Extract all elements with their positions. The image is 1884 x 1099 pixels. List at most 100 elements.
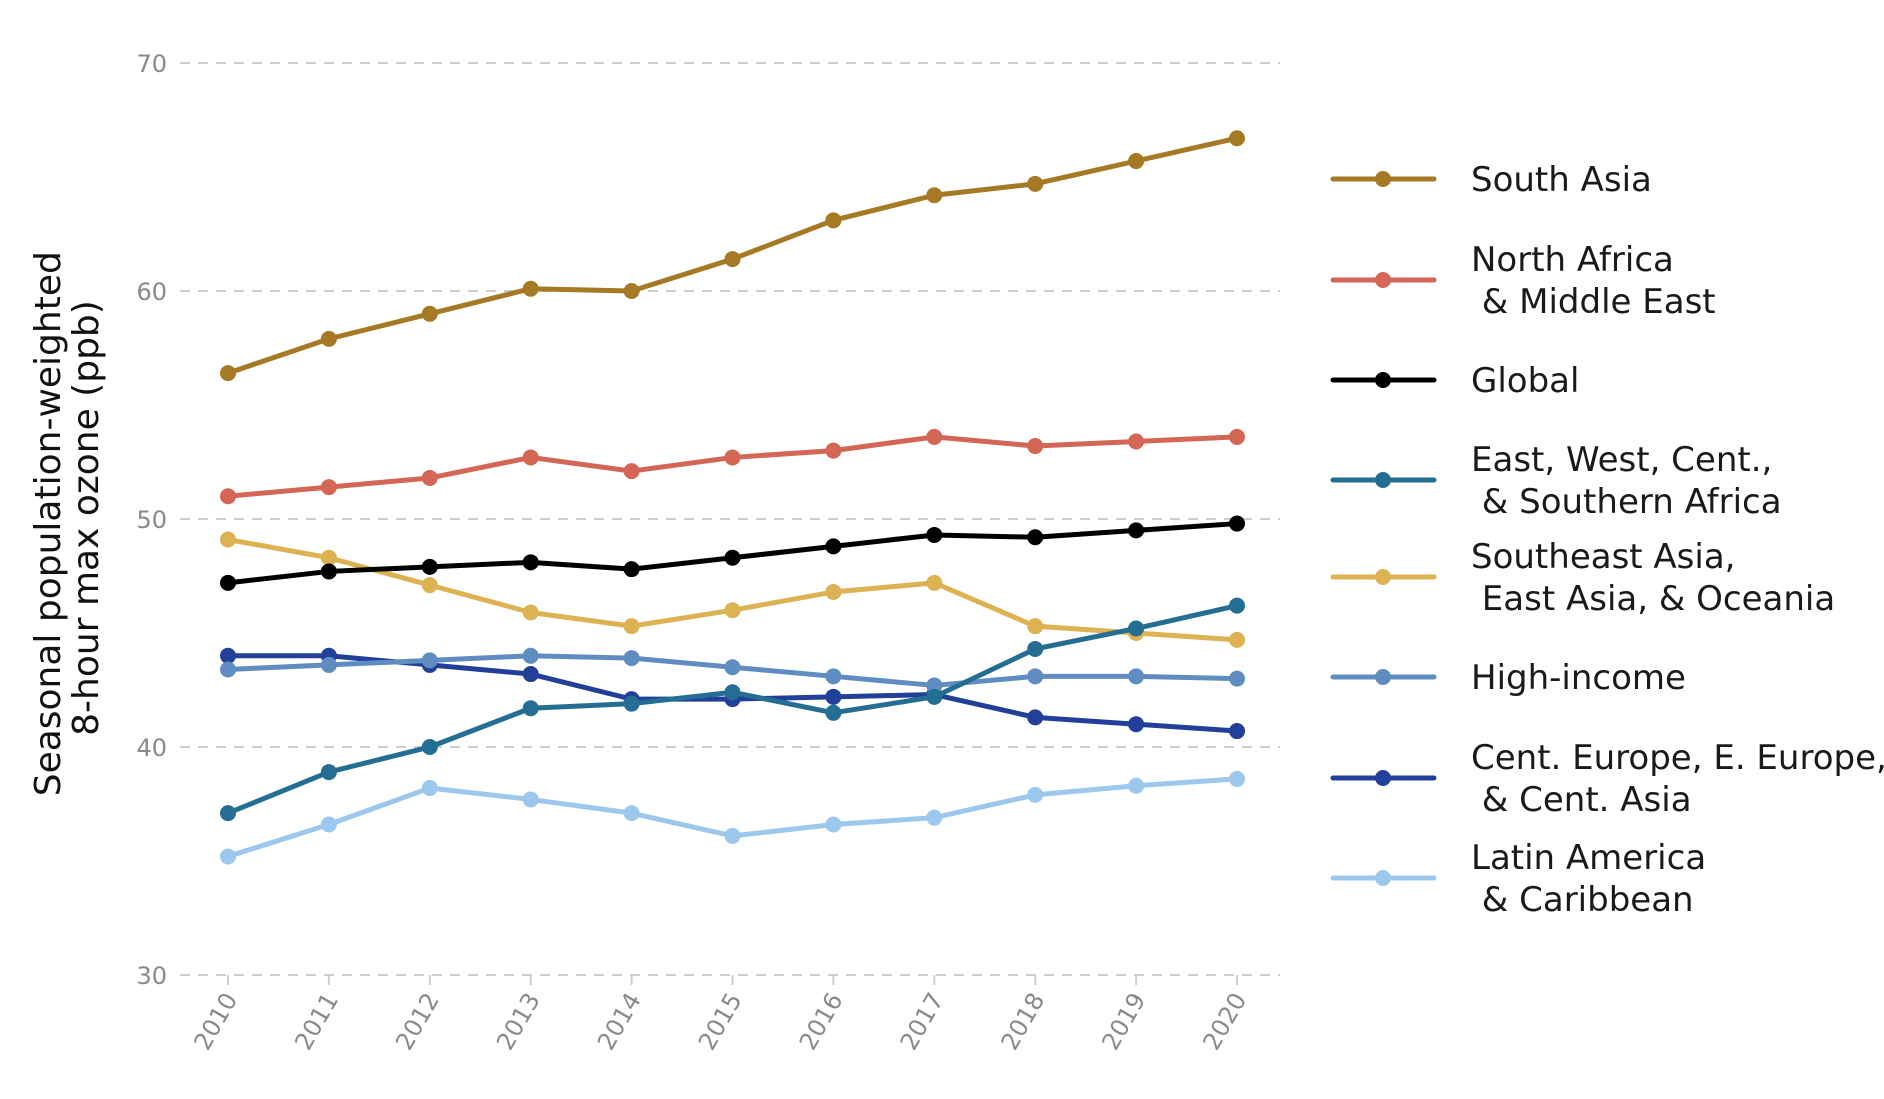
data-point-north-africa-middle-east-2019: [1128, 433, 1145, 450]
data-point-southeast-asia-east-asia-oceania-2020: [1229, 631, 1245, 648]
data-point-south-asia-2013: [522, 280, 539, 297]
y-axis-label-line-1: Seasonal population-weighted: [28, 251, 69, 796]
x-tick-label-2019: 2019: [1097, 988, 1152, 1055]
x-tick-label-2013: 2013: [491, 988, 546, 1055]
data-point-south-asia-2012: [421, 305, 438, 322]
legend-label-cent-europe-e-europe-cent-asia: Cent. Europe, E. Europe, & Cent. Asia: [1471, 738, 1884, 820]
y-tick-label-40: 40: [136, 734, 167, 762]
legend: South Asia North Africa & Middle East Glob…: [1330, 160, 1884, 920]
data-point-east-west-cent-southern-africa-2016: [825, 704, 842, 721]
data-point-north-africa-middle-east-2018: [1027, 438, 1044, 455]
series-line-latin-america-caribbean: [225, 776, 1240, 859]
data-point-cent-europe-e-europe-cent-asia-2013: [522, 666, 539, 683]
y-tick-label-50: 50: [136, 506, 167, 534]
x-tick-label-2015: 2015: [693, 988, 748, 1055]
data-point-southeast-asia-east-asia-oceania-2017: [926, 574, 943, 591]
y-axis-ticks: 30 40 50 60 70: [136, 50, 167, 990]
series-east-west-cent-southern-africa: [220, 597, 1245, 822]
data-point-latin-america-caribbean-2015: [724, 827, 741, 844]
data-point-southeast-asia-east-asia-oceania-2010: [220, 531, 236, 548]
series-global: [220, 515, 1245, 591]
data-point-south-asia-2016: [825, 212, 842, 229]
data-point-high-income-2015: [724, 659, 741, 676]
data-point-latin-america-caribbean-2013: [522, 791, 539, 808]
data-point-south-asia-2011: [320, 330, 337, 347]
data-point-cent-europe-e-europe-cent-asia-2018: [1027, 709, 1044, 726]
x-tick-label-2017: 2017: [895, 988, 950, 1055]
data-point-global-2011: [320, 563, 337, 580]
y-axis-label-line-2: 8-hour max ozone (ppb): [66, 300, 107, 736]
x-tick-label-2018: 2018: [996, 988, 1051, 1055]
data-point-global-2014: [623, 561, 640, 578]
legend-swatch-dot-east-west-cent-southern-africa: [1375, 472, 1391, 488]
data-point-high-income-2020: [1229, 670, 1245, 687]
data-point-southeast-asia-east-asia-oceania-2013: [522, 604, 539, 621]
data-point-high-income-2017: [926, 677, 943, 694]
legend-swatch-dot-latin-america-caribbean: [1375, 870, 1391, 886]
data-point-high-income-2016: [825, 668, 842, 685]
data-point-south-asia-2015: [724, 251, 741, 268]
data-point-north-africa-middle-east-2013: [522, 449, 539, 466]
data-point-east-west-cent-southern-africa-2015: [724, 684, 741, 701]
data-point-north-africa-middle-east-2011: [320, 479, 337, 496]
data-point-north-africa-middle-east-2012: [421, 469, 438, 486]
legend-item-east-west-cent-southern-africa: East, West, Cent., & Southern Africa: [1330, 440, 1782, 522]
legend-label-global: Global: [1471, 361, 1579, 401]
legend-label-line: North Africa: [1471, 240, 1674, 280]
data-point-high-income-2019: [1128, 668, 1145, 685]
data-point-latin-america-caribbean-2011: [320, 816, 337, 833]
x-tick-label-2014: 2014: [592, 988, 647, 1055]
data-point-latin-america-caribbean-2016: [825, 816, 842, 833]
data-point-high-income-2010: [220, 661, 236, 678]
data-point-high-income-2013: [522, 647, 539, 664]
legend-swatch-dot-north-africa-middle-east: [1375, 272, 1391, 288]
series-line-east-west-cent-southern-africa: [225, 603, 1240, 816]
data-point-south-asia-2020: [1229, 130, 1245, 147]
gridlines: [180, 62, 1280, 976]
data-point-north-africa-middle-east-2020: [1229, 428, 1245, 445]
y-axis-label: Seasonal population-weighted 8-hour max …: [28, 240, 107, 797]
data-point-east-west-cent-southern-africa-2019: [1128, 620, 1145, 637]
series-southeast-asia-east-asia-oceania: [220, 531, 1245, 648]
series-line-north-africa-middle-east: [225, 434, 1240, 499]
legend-item-south-asia: South Asia: [1330, 160, 1652, 200]
legend-item-southeast-asia-east-asia-oceania: Southeast Asia, East Asia, & Oceania: [1330, 537, 1835, 619]
data-point-high-income-2014: [623, 650, 640, 667]
data-point-global-2019: [1128, 522, 1145, 539]
data-point-southeast-asia-east-asia-oceania-2015: [724, 602, 741, 619]
y-tick-label-60: 60: [136, 278, 167, 306]
legend-swatch-dot-global: [1375, 372, 1391, 388]
data-point-high-income-2012: [421, 652, 438, 669]
data-point-global-2013: [522, 554, 539, 571]
y-tick-label-30: 30: [136, 962, 167, 990]
legend-label-latin-america-caribbean: Latin America & Caribbean: [1471, 838, 1706, 920]
data-point-north-africa-middle-east-2014: [623, 463, 640, 480]
data-point-latin-america-caribbean-2010: [220, 848, 236, 865]
x-tick-label-2011: 2011: [289, 988, 344, 1055]
data-point-latin-america-caribbean-2012: [421, 780, 438, 797]
data-point-global-2016: [825, 538, 842, 555]
legend-swatch-dot-south-asia: [1375, 171, 1391, 187]
data-point-southeast-asia-east-asia-oceania-2011: [320, 549, 337, 566]
data-point-global-2018: [1027, 529, 1044, 546]
legend-label-south-asia: South Asia: [1471, 160, 1652, 200]
legend-label-southeast-asia-east-asia-oceania: Southeast Asia, East Asia, & Oceania: [1471, 537, 1835, 619]
data-point-south-asia-2014: [623, 283, 640, 299]
series-north-africa-middle-east: [220, 428, 1245, 505]
data-point-cent-europe-e-europe-cent-asia-2020: [1229, 723, 1245, 740]
legend-label-high-income: High-income: [1471, 658, 1686, 698]
x-tick-label-2012: 2012: [390, 988, 445, 1055]
legend-label-line: High-income: [1471, 658, 1686, 698]
data-point-global-2010: [220, 574, 236, 591]
legend-label-line: & Cent. Asia: [1471, 780, 1692, 820]
legend-label-line: & Caribbean: [1471, 880, 1694, 920]
legend-label-line: & Southern Africa: [1471, 482, 1782, 522]
legend-label-line: & Middle East: [1471, 282, 1716, 322]
legend-item-latin-america-caribbean: Latin America & Caribbean: [1330, 838, 1706, 920]
data-point-north-africa-middle-east-2015: [724, 449, 741, 466]
x-tick-label-2010: 2010: [188, 988, 243, 1055]
data-point-east-west-cent-southern-africa-2017: [926, 688, 943, 705]
x-tick-label-2016: 2016: [794, 988, 849, 1055]
data-point-latin-america-caribbean-2017: [926, 809, 943, 826]
